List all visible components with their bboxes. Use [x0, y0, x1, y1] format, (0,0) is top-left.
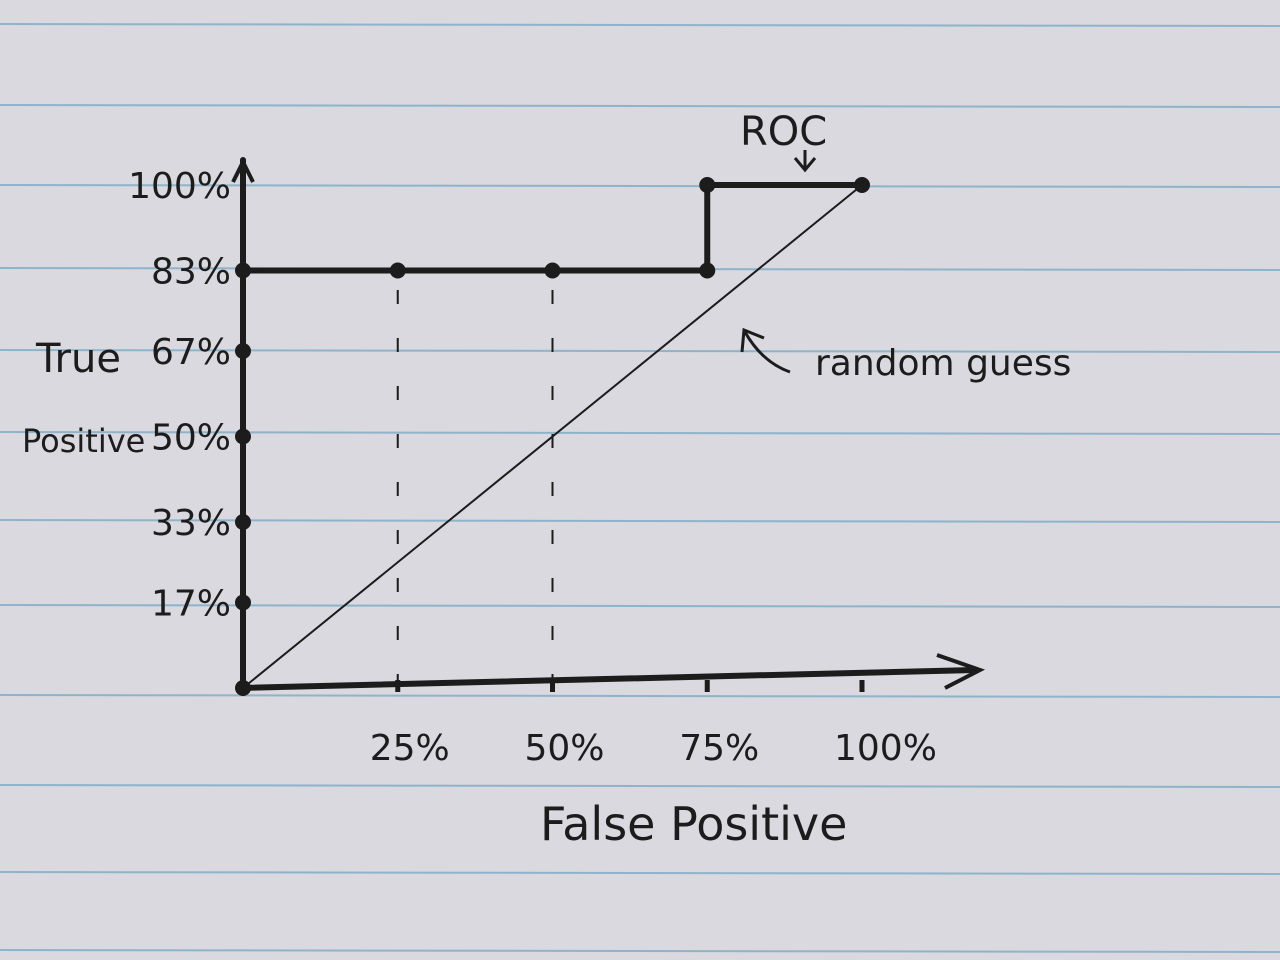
roc-point-10 [854, 177, 870, 193]
x-tick-label-3: 100% [834, 728, 937, 769]
x-axis-arrowhead [936, 653, 986, 690]
roc-annotation-arrowhead [793, 157, 817, 173]
random-guess-arrow-shaft [743, 331, 791, 374]
ruled-line-9 [0, 784, 1280, 788]
y-tick-label-3: 67% [151, 332, 231, 373]
roc-point-8 [699, 262, 716, 279]
roc-point-6 [389, 262, 406, 279]
chart-marks [231, 150, 986, 696]
roc-point-2 [235, 514, 251, 531]
y-axis-label-line-1: True [35, 336, 121, 382]
roc-point-3 [235, 428, 251, 445]
ruled-line-4 [0, 349, 1280, 353]
y-tick-label-0: 17% [151, 583, 231, 624]
x-tick-label-2: 75% [679, 728, 759, 769]
x-tick-label-1: 50% [525, 728, 605, 769]
x-axis-label: False Positive [540, 797, 847, 851]
ruled-line-6 [0, 519, 1280, 523]
y-tick-label-1: 33% [151, 503, 231, 544]
y-tick-label-5: 100% [128, 166, 231, 207]
y-tick-label-4: 83% [151, 252, 231, 293]
x-axis-line [236, 667, 978, 691]
ruled-line-1 [0, 104, 1280, 108]
ruled-line-2 [0, 184, 1280, 188]
ruled-line-8 [0, 694, 1280, 698]
roc-point-9 [699, 177, 716, 193]
roc-point-5 [235, 262, 251, 279]
y-tick-label-2: 50% [151, 418, 231, 459]
roc-annotation: ROC [740, 109, 827, 155]
random-guess-annotation: random guess [815, 343, 1071, 384]
roc-point-4 [235, 342, 251, 359]
roc-point-1 [235, 594, 251, 611]
ruled-lines [0, 23, 1280, 953]
ruled-line-7 [0, 604, 1280, 608]
ruled-line-10 [0, 871, 1280, 875]
roc-point-7 [544, 262, 561, 279]
x-tick-label-0: 25% [370, 728, 450, 769]
ruled-line-11 [0, 949, 1280, 953]
y-axis-label-line-2: Positive [22, 422, 145, 460]
chart-labels: True Positive False Positive ROC random … [22, 109, 1071, 851]
ruled-line-5 [0, 431, 1280, 435]
random-guess-arrowhead [740, 327, 765, 353]
ruled-line-0 [0, 23, 1280, 27]
y-axis-arrowhead [231, 157, 255, 183]
roc-point-0 [235, 680, 251, 696]
